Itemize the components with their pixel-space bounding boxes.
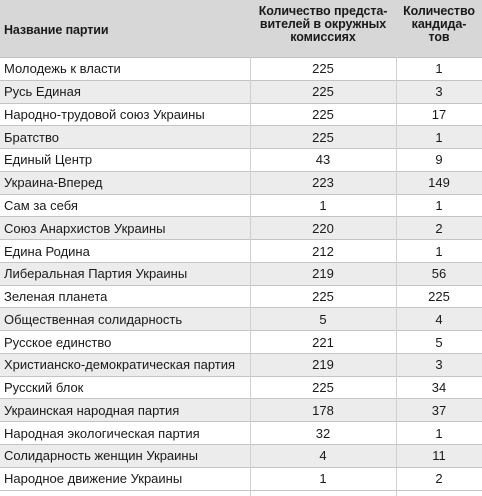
cell-representatives: 225 [312,106,334,122]
cell-candidates: 3 [435,84,443,100]
cell-party-name: Русское единство [4,334,112,350]
cell-candidates: 1 [435,197,443,213]
cell-candidates: 2 [435,220,443,236]
header-representatives: Количество предста- вителей в окружных к… [258,4,388,44]
cell-party-name: Общественная солидарность [4,311,183,327]
cell-candidates: 2 [435,471,443,487]
cell-party-name: Союз Анархистов Украины [4,220,166,236]
table-row: Едина Родина 212 1 [0,240,482,263]
cell-representatives: 225 [312,129,334,145]
cell-candidates: 37 [431,402,447,418]
table-row: Зеленая планета 225 225 [0,285,482,309]
cell-candidates: 34 [431,380,447,396]
table-body: Молодежь к власти 225 1 Русь Единая 225 3 Наро… [0,58,482,491]
table-row: Русский блок 225 34 [0,376,482,400]
table-row: Украина-Вперед 223 149 [0,171,482,195]
cell-party-name: Русь Единая [4,84,81,100]
cell-candidates: 5 [435,334,443,350]
table-row: Либеральная Партия Украины 219 56 [0,262,482,286]
cell-representatives: 4 [319,448,327,464]
table-row: Украинская народная партия 178 37 [0,399,482,423]
cell-party-name: Христианско-демократическая партия [4,357,236,373]
cell-representatives: 225 [312,289,334,305]
table-row: Русское единство 221 5 [0,331,482,354]
cell-candidates: 3 [435,357,443,373]
cell-candidates: 1 [435,243,443,259]
cell-representatives: 1 [319,197,327,213]
header-candidates: Количество кандида- тов [403,4,475,44]
cell-party-name: Молодежь к власти [4,61,121,77]
cell-candidates: 56 [431,266,447,282]
table-row: Народное движение Украины 1 2 [0,467,482,491]
cell-representatives: 1 [319,471,327,487]
cell-party-name: Зеленая планета [4,289,108,305]
cell-party-name: Либеральная Партия Украины [4,266,188,282]
cell-representatives: 225 [312,380,334,396]
cell-party-name: Народно-трудовой союз Украины [4,106,205,122]
cell-representatives: 221 [312,334,334,350]
cell-party-name: Братство [4,129,59,145]
cell-party-name: Украина-Вперед [4,175,103,191]
column-divider [396,57,397,496]
cell-candidates: 225 [428,289,450,305]
table-row: Народная экологическая партия 32 1 [0,422,482,446]
table-header: Название партии Количество предста- вите… [0,0,482,58]
table-row: Солидарность женщин Украины 4 11 [0,445,482,468]
cell-representatives: 223 [312,175,334,191]
cell-representatives: 43 [315,152,331,168]
header-party-name: Название партии [4,23,109,37]
cell-representatives: 219 [312,266,334,282]
table-row: Братство 225 1 [0,126,482,150]
cell-representatives: 5 [319,311,327,327]
table-row: Русь Единая 225 3 [0,80,482,104]
table-row: Молодежь к власти 225 1 [0,58,482,81]
cell-party-name: Народная экологическая партия [4,425,200,441]
cell-candidates: 1 [435,61,443,77]
cell-candidates: 11 [432,448,446,464]
cell-party-name: Народное движение Украины [4,471,183,487]
cell-party-name: Единый Центр [4,152,93,168]
table-row: Сам за себя 1 1 [0,194,482,218]
table-row: Союз Анархистов Украины 220 2 [0,217,482,241]
cell-party-name: Русский блок [4,380,84,396]
cell-party-name: Едина Родина [4,243,90,259]
table-row: Народно-трудовой союз Украины 225 17 [0,103,482,127]
cell-party-name: Солидарность женщин Украины [4,448,198,464]
cell-representatives: 225 [312,61,334,77]
cell-candidates: 4 [435,311,443,327]
cell-candidates: 17 [431,106,447,122]
cell-representatives: 225 [312,84,334,100]
table-row: Единый Центр 43 9 [0,149,482,172]
cell-candidates: 1 [435,425,443,441]
cell-party-name: Украинская народная партия [4,402,180,418]
table-row: Общественная солидарность 5 4 [0,308,482,332]
cell-representatives: 220 [312,220,334,236]
column-divider [250,57,251,496]
cell-party-name: Сам за себя [4,197,78,213]
cell-representatives: 212 [312,243,334,259]
cell-representatives: 32 [315,425,331,441]
cell-representatives: 219 [312,357,334,373]
cell-candidates: 1 [435,129,443,145]
cell-candidates: 9 [435,152,443,168]
cell-candidates: 149 [428,175,450,191]
cell-representatives: 178 [312,402,334,418]
table-row: Христианско-демократическая партия 219 3 [0,353,482,377]
